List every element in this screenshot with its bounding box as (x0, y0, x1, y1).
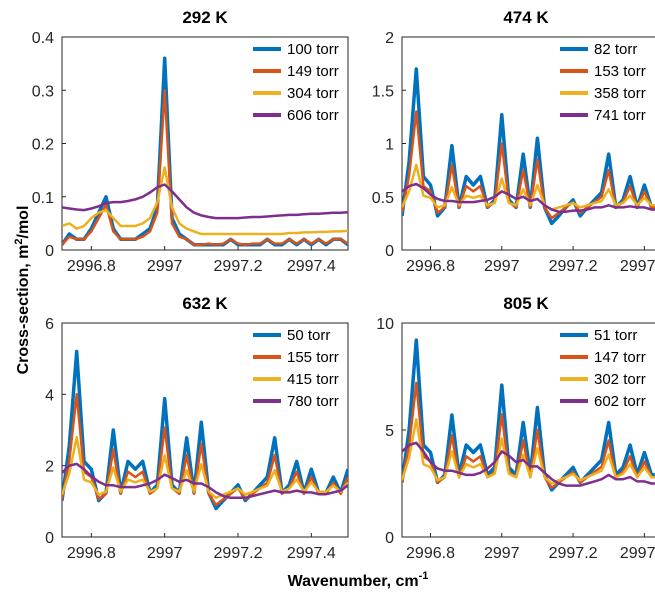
x-tick-label: 2997 (147, 258, 183, 275)
y-tick-label: 0.5 (372, 190, 394, 207)
y-tick-label: 10 (376, 316, 394, 333)
series-line (62, 166, 348, 236)
legend-label: 155 torr (287, 349, 339, 366)
lines (402, 338, 655, 492)
y-tick-label: 0 (45, 243, 54, 260)
series-line (62, 349, 348, 511)
series-line (402, 67, 655, 226)
x-tick-label: 2996.8 (67, 545, 116, 562)
lines (62, 349, 348, 511)
x-tick-label: 2997 (484, 258, 520, 275)
y-tick-label: 4 (45, 387, 54, 404)
x-label-sup: -1 (419, 570, 429, 582)
y-tick-label: 0.3 (32, 83, 54, 100)
y-label-sup: 2 (13, 238, 25, 244)
x-tick-label: 2997.4 (620, 545, 655, 562)
panel: 292 K 0 0.1 0.2 0.3 0.4 2996.8 2997 2997.2 2997.4… (32, 8, 349, 275)
x-tick-label: 2997.4 (287, 258, 336, 275)
y-tick-label: 5 (385, 423, 394, 440)
legend-label: 358 torr (594, 85, 646, 102)
plot-area (61, 322, 349, 538)
x-label-text: Wavenumber, cm (288, 573, 419, 590)
x-tick-label: 2996.8 (67, 258, 116, 275)
panel: 474 K 0 0.5 1 1.5 2 2996.8 2997 2997.2 2997.4 82 t… (372, 8, 655, 275)
lines (62, 56, 348, 247)
plot-area (401, 36, 655, 251)
y-axis-label: Cross-section, m2/mol (13, 206, 32, 375)
legend-label: 415 torr (287, 371, 339, 388)
legend-label: 780 torr (287, 393, 339, 410)
lines (402, 67, 655, 226)
panel: 805 K 0 5 10 2996.8 2997 2997.2 2997.4 51 torr 14… (376, 294, 655, 562)
legend-label: 82 torr (594, 41, 637, 58)
legend-label: 602 torr (594, 393, 646, 410)
legend-label: 147 torr (594, 349, 646, 366)
series-line (402, 418, 655, 485)
x-tick-label: 2997.2 (549, 545, 598, 562)
y-tick-label: 1.5 (372, 83, 394, 100)
y-tick-label: 1 (385, 137, 394, 154)
x-tick-label: 2997.4 (620, 258, 655, 275)
series-line (62, 89, 348, 246)
x-axis-label: Wavenumber, cm-1 (288, 570, 429, 590)
y-label-text: /mol (15, 206, 32, 239)
y-tick-label: 0.1 (32, 190, 54, 207)
series-line (402, 163, 655, 211)
legend-label: 302 torr (594, 371, 646, 388)
x-tick-label: 2997 (147, 545, 183, 562)
x-tick-label: 2997.2 (214, 545, 263, 562)
x-tick-label: 2997.2 (214, 258, 263, 275)
series-line (402, 182, 655, 213)
y-tick-label: 2 (45, 459, 54, 476)
legend-label: 51 torr (594, 327, 637, 344)
legend-label: 741 torr (594, 107, 646, 124)
y-label-text: Cross-section, m (15, 245, 32, 375)
y-tick-label: 2 (385, 30, 394, 47)
y-tick-label: 6 (45, 316, 54, 333)
series-line (402, 110, 655, 220)
panel-title: 805 K (503, 294, 549, 313)
x-tick-label: 2996.8 (406, 258, 455, 275)
y-tick-label: 0 (385, 243, 394, 260)
x-tick-label: 2997.2 (549, 258, 598, 275)
legend-label: 149 torr (287, 63, 339, 80)
legend-label: 100 torr (287, 41, 339, 58)
panel-title: 292 K (182, 8, 228, 27)
series-line (402, 381, 655, 490)
legend-label: 304 torr (287, 85, 339, 102)
legend-label: 606 torr (287, 107, 339, 124)
x-tick-label: 2997 (484, 545, 520, 562)
series-line (62, 462, 348, 500)
series-line (402, 338, 655, 492)
panel-title: 632 K (182, 294, 228, 313)
y-tick-label: 0 (385, 530, 394, 547)
x-tick-label: 2997.4 (287, 545, 336, 562)
y-tick-label: 0 (45, 530, 54, 547)
legend-label: 50 torr (287, 327, 330, 344)
series-line (402, 441, 655, 487)
panel: 632 K 0 2 4 6 2996.8 2997 2997.2 2997.4 50 torr 15… (45, 294, 349, 562)
legend-label: 153 torr (594, 63, 646, 80)
x-tick-label: 2996.8 (406, 545, 455, 562)
plot-area (401, 322, 655, 538)
series-line (62, 393, 348, 507)
series-line (62, 435, 348, 500)
y-tick-label: 0.4 (32, 30, 54, 47)
y-tick-label: 0.2 (32, 137, 54, 154)
series-line (62, 183, 348, 220)
panel-title: 474 K (503, 8, 549, 27)
